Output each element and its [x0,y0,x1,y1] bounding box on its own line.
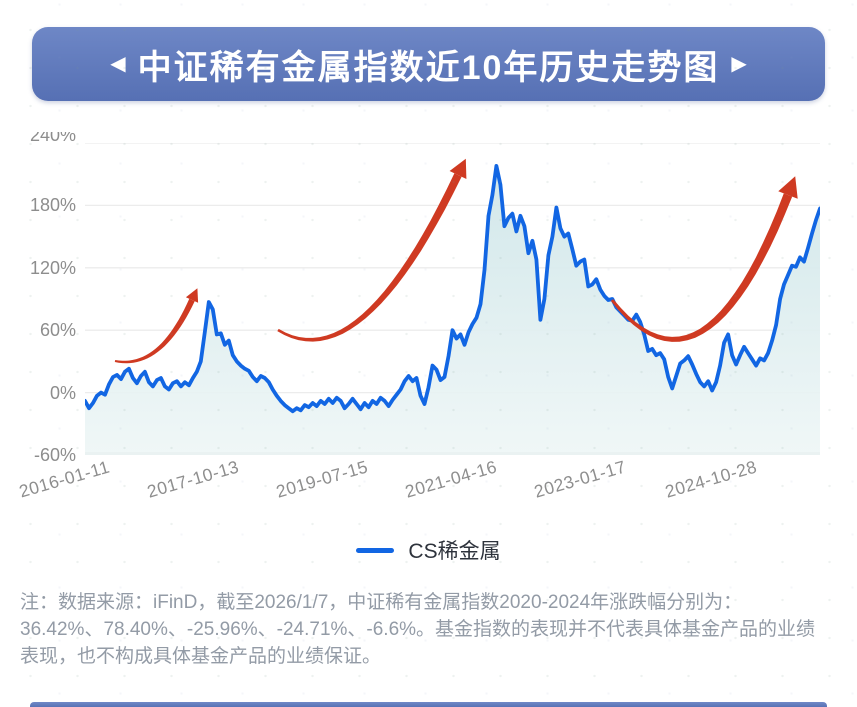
series-area [85,165,820,455]
page-title: 中证稀有金属指数近10年历史走势图 [137,48,720,87]
title-banner: ◀ 中证稀有金属指数近10年历史走势图 ▶ [32,27,825,101]
trend-arrow [610,176,798,342]
x-tick-label: 2021-04-16 [403,456,500,502]
x-tick-label: 2023-01-17 [531,456,629,502]
y-tick-label: 120% [29,257,76,278]
trend-arrow [277,158,467,342]
legend: CS稀金属 [0,536,857,564]
y-tick-label: -60% [33,445,76,465]
y-tick-label: 180% [29,195,76,216]
legend-line-swatch [356,547,395,553]
x-tick-label: 2017-10-13 [145,456,242,502]
banner-right-arrow-icon: ▶ [731,53,747,75]
trend-arrow [114,288,199,364]
chart-plot [85,143,820,455]
y-tick-label: 240% [29,132,76,145]
bottom-banner-edge [30,702,827,707]
x-tick-label: 2019-07-15 [273,456,371,502]
x-tick-label: 2024-10-28 [662,456,760,502]
footnote: 注：数据来源：iFinD，截至2026/1/7，中证稀有金属指数2020-202… [20,592,816,667]
y-tick-label: 60% [39,320,76,341]
banner-left-arrow-icon: ◀ [110,53,126,75]
y-tick-label: 0% [49,382,76,403]
legend-label: CS稀金属 [408,540,501,563]
series-line [85,163,820,414]
